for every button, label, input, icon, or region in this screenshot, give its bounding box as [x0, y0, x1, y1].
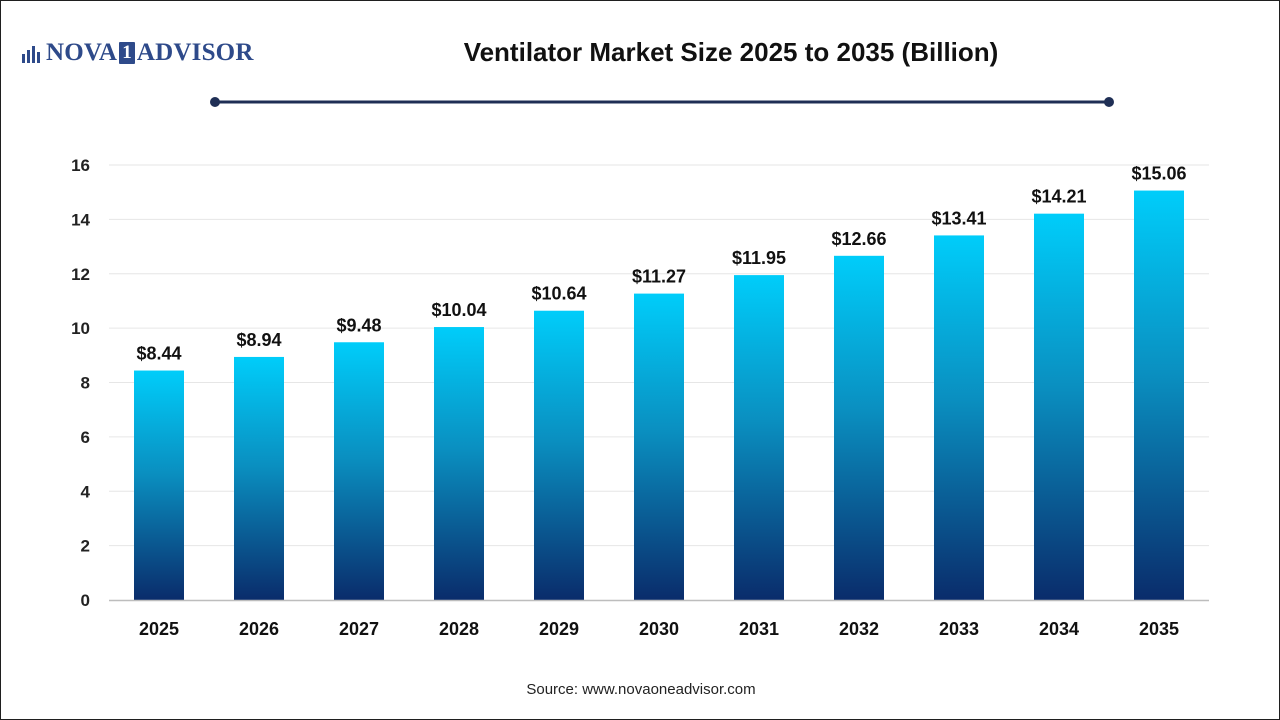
bar: [1034, 213, 1084, 600]
bar: [834, 255, 884, 600]
bar-value-label: $10.64: [531, 284, 586, 304]
x-tick-label: 2033: [939, 619, 979, 639]
bar: [734, 275, 784, 600]
bar-value-label: $12.66: [831, 229, 886, 249]
logo-text-part2: ADVISOR: [136, 39, 254, 66]
y-tick-label: 12: [71, 265, 90, 284]
x-tick-label: 2035: [1139, 619, 1179, 639]
x-tick-label: 2027: [339, 619, 379, 639]
y-tick-label: 14: [71, 210, 90, 229]
bar: [434, 327, 484, 600]
bar-value-label: $9.48: [336, 315, 381, 335]
bar-value-label: $11.95: [732, 248, 786, 268]
x-tick-label: 2034: [1039, 619, 1079, 639]
x-tick-label: 2029: [539, 619, 579, 639]
y-tick-label: 6: [81, 428, 90, 447]
y-tick-label: 8: [81, 374, 90, 393]
bar-value-label: $10.04: [431, 300, 486, 320]
bar: [334, 342, 384, 600]
bar: [234, 356, 284, 600]
x-tick-label: 2028: [439, 619, 479, 639]
x-tick-label: 2025: [139, 619, 179, 639]
bar-value-label: $14.21: [1031, 187, 1086, 207]
bar: [134, 370, 184, 600]
bar-value-label: $11.27: [632, 267, 686, 287]
x-tick-label: 2026: [239, 619, 279, 639]
bar-chart-logo-icon: [22, 46, 40, 63]
brand-logo: NOVA 1 ADVISOR: [21, 37, 254, 69]
x-tick-label: 2030: [639, 619, 679, 639]
y-tick-label: 10: [71, 319, 90, 338]
source-note: Source: www.novaoneadvisor.com: [526, 681, 756, 698]
bar: [634, 293, 684, 600]
y-tick-label: 16: [71, 156, 90, 175]
x-tick-label: 2031: [739, 619, 779, 639]
y-tick-label: 4: [81, 482, 91, 501]
x-tick-label: 2032: [839, 619, 879, 639]
bar: [934, 235, 984, 600]
y-tick-label: 0: [81, 591, 90, 610]
title-underline: [210, 97, 1114, 107]
bar-value-label: $13.41: [931, 208, 986, 228]
logo-text: NOVA 1 ADVISOR: [46, 39, 254, 67]
bar-value-label: $8.94: [236, 330, 281, 350]
logo-text-box: 1: [119, 42, 135, 64]
bar-value-label: $15.06: [1131, 164, 1186, 184]
logo-text-part1: NOVA: [46, 39, 118, 66]
bar-value-label: $8.44: [136, 344, 181, 364]
bar: [1134, 190, 1184, 600]
y-tick-label: 2: [81, 537, 90, 556]
chart-title: Ventilator Market Size 2025 to 2035 (Bil…: [463, 37, 999, 67]
bar: [534, 310, 584, 600]
